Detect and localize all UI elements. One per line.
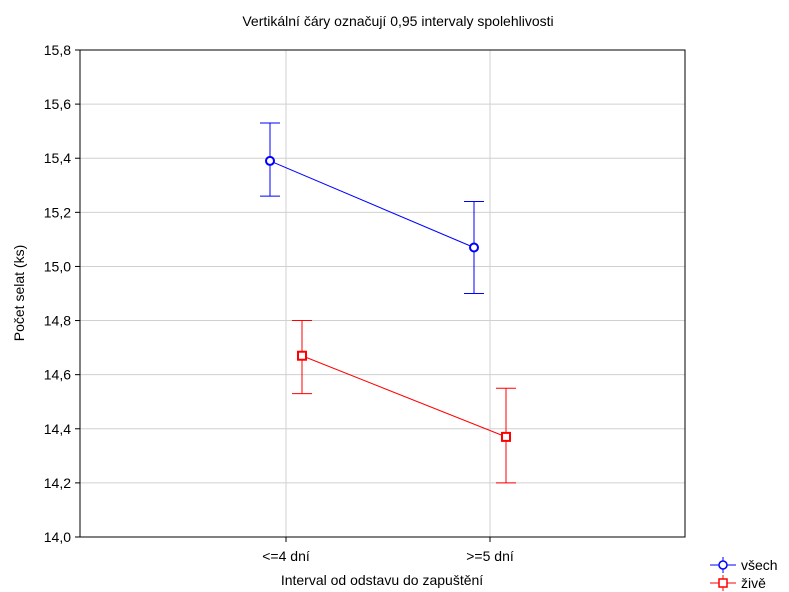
y-axis-label: Počet selat (ks) xyxy=(11,245,27,341)
x-axis: <=4 dní >=5 dní xyxy=(262,537,514,564)
y-axis: 14,0 14,2 14,4 14,6 14,8 15,0 15,2 15,4 15,6 15,8 xyxy=(44,42,80,545)
data-point xyxy=(501,431,511,442)
x-tick-label: >=5 dní xyxy=(466,548,514,564)
y-tick-label: 15,4 xyxy=(44,150,71,166)
y-tick-label: 14,2 xyxy=(44,475,71,491)
legend: všech živě xyxy=(710,557,778,591)
y-tick-label: 14,4 xyxy=(44,421,71,437)
y-tick-label: 14,6 xyxy=(44,367,71,383)
y-tick-label: 14,8 xyxy=(44,313,71,329)
series-1 xyxy=(260,122,484,294)
series-line xyxy=(269,160,475,248)
y-tick-label: 15,2 xyxy=(44,204,71,220)
data-point xyxy=(265,155,275,166)
legend-marker xyxy=(718,560,728,570)
y-tick-label: 15,6 xyxy=(44,96,71,112)
data-point xyxy=(297,350,307,361)
plot-area-frame xyxy=(79,49,686,538)
series-line xyxy=(301,355,507,438)
chart-title: Vertikální čáry označují 0,95 intervaly … xyxy=(242,13,553,29)
series-group xyxy=(260,122,516,484)
data-point xyxy=(469,242,479,253)
legend-label: živě xyxy=(741,575,766,591)
x-axis-label: Interval od odstavu do zapuštění xyxy=(281,572,483,588)
grid-lines xyxy=(80,50,685,537)
legend-label: všech xyxy=(741,557,778,573)
series-2 xyxy=(292,320,516,484)
x-tick-label: <=4 dní xyxy=(262,548,310,564)
legend-marker xyxy=(718,578,728,588)
y-tick-label: 15,0 xyxy=(44,258,71,274)
y-tick-label: 15,8 xyxy=(44,42,71,58)
y-tick-label: 14,0 xyxy=(44,529,71,545)
